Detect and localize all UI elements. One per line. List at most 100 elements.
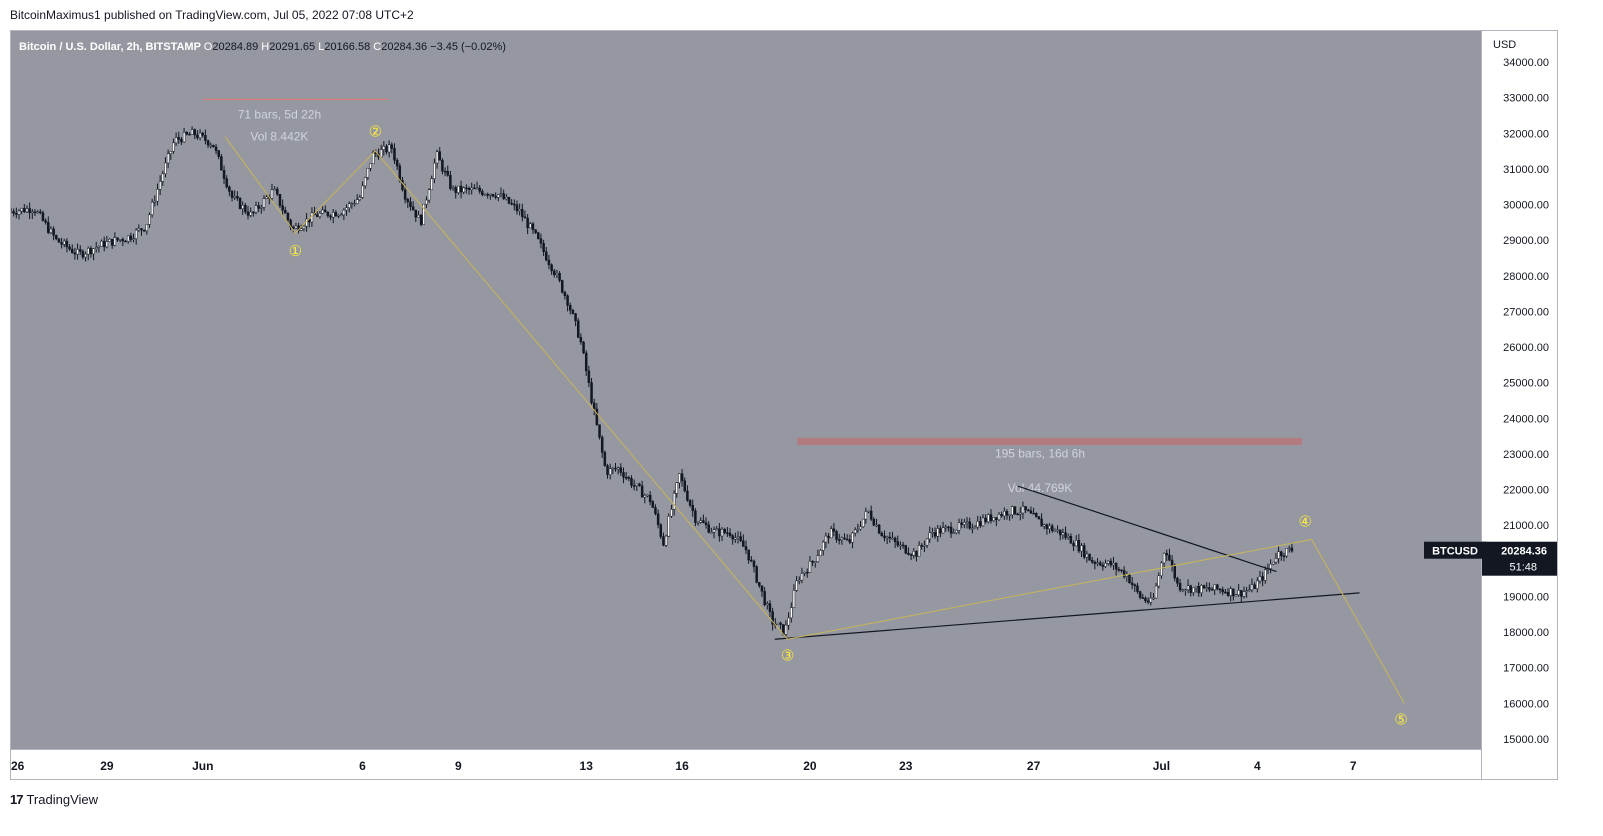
candle-body <box>1040 518 1043 527</box>
candle-body <box>859 526 862 530</box>
tradingview-branding[interactable]: 17 TradingView <box>10 792 98 807</box>
candle-body <box>739 536 742 542</box>
candle-body <box>284 209 287 214</box>
candle-body <box>1232 588 1235 597</box>
candle-body <box>1058 529 1062 536</box>
time-tick-label: 6 <box>359 759 366 773</box>
candle-body <box>558 273 561 281</box>
candle-body <box>561 280 564 293</box>
candle-body <box>1160 562 1163 576</box>
candle-body <box>680 473 684 482</box>
candle-body <box>353 203 356 205</box>
candle-body <box>385 145 388 153</box>
candle-body <box>606 465 609 475</box>
candle-body <box>86 247 90 255</box>
candle-body <box>249 211 252 216</box>
candle-body <box>406 199 410 203</box>
candle-body <box>47 222 50 233</box>
candle-body <box>1088 553 1091 561</box>
candle-body <box>960 522 963 525</box>
candle-body <box>949 526 953 534</box>
candle-body <box>678 473 681 484</box>
candle-body <box>246 211 250 216</box>
symbol-tag-bg <box>1424 541 1486 559</box>
price-tick-label: 18000.00 <box>1503 627 1549 639</box>
ohlc-key-l: L <box>318 41 324 53</box>
candle-body <box>172 142 175 152</box>
candle-body <box>1082 545 1086 558</box>
candle-body <box>273 188 276 191</box>
candle-body <box>933 532 937 537</box>
resistance-zone <box>797 437 1303 446</box>
candle-body <box>1250 584 1254 591</box>
candle-body <box>182 132 186 143</box>
chart-frame[interactable]: USD 34000.00 33000.00 32000.00 31000.00 30000… <box>10 30 1558 780</box>
price-tick-label: 19000.00 <box>1503 591 1549 603</box>
candle-body <box>57 238 61 243</box>
candle-body <box>1053 530 1057 532</box>
price-tick-label: 29000.00 <box>1503 235 1549 247</box>
candle-body <box>443 170 447 173</box>
candle-body <box>1074 540 1078 547</box>
candle-body <box>662 536 665 546</box>
candle-body <box>798 579 801 582</box>
candle-body <box>1258 576 1262 582</box>
candle-body <box>457 185 460 193</box>
candle-body <box>113 237 117 246</box>
candle-body <box>869 510 873 520</box>
candle-body <box>230 191 234 198</box>
wave-label: ⑤ <box>1394 711 1407 728</box>
ohlc-key-o: O <box>204 41 213 53</box>
measure-volume-label: Vol 44.769K <box>1008 481 1073 495</box>
candle-body <box>712 529 716 533</box>
candle-body <box>1234 594 1238 597</box>
candle-body <box>529 223 532 229</box>
candle-body <box>350 203 354 205</box>
candle-body <box>478 187 481 192</box>
price-tick-label: 27000.00 <box>1503 306 1549 318</box>
candle-body <box>672 493 676 510</box>
candle-body <box>1285 548 1288 557</box>
candle-body <box>827 535 830 539</box>
candle-body <box>891 537 894 540</box>
price-chart[interactable]: USD 34000.00 33000.00 32000.00 31000.00 30000… <box>11 31 1557 779</box>
candle-body <box>174 137 178 144</box>
candle-body <box>137 228 141 231</box>
candle-body <box>366 168 370 178</box>
candle-body <box>726 532 729 534</box>
candle-body <box>414 209 418 218</box>
ohlc-change: −3.45 (−0.02%) <box>430 41 506 53</box>
candle-body <box>790 607 793 619</box>
candle-body <box>222 170 226 179</box>
candle-body <box>150 201 154 216</box>
candle-body <box>837 539 841 541</box>
candle-body <box>454 187 457 193</box>
candle-body <box>763 591 766 606</box>
candle-body <box>1240 590 1243 597</box>
candle-body <box>28 208 31 214</box>
price-tick-label: 34000.00 <box>1503 57 1549 69</box>
candle-body <box>707 524 710 533</box>
candle-body <box>531 223 535 231</box>
candle-body <box>984 517 987 522</box>
candle-body <box>936 528 939 537</box>
candle-body <box>795 580 798 591</box>
candle-body <box>941 527 945 534</box>
candle-body <box>1019 512 1022 515</box>
candle-body <box>576 320 580 338</box>
price-tick-label: 22000.00 <box>1503 485 1549 497</box>
candle-body <box>502 193 505 200</box>
candle-body <box>1141 597 1145 599</box>
candle-body <box>1035 513 1038 517</box>
candle-body <box>1112 562 1115 566</box>
candle-body <box>813 561 817 563</box>
candle-body <box>539 238 543 244</box>
candle-body <box>987 514 990 522</box>
candle-body <box>747 549 750 561</box>
candle-body <box>595 408 599 425</box>
candle-body <box>446 171 449 176</box>
candle-body <box>254 205 258 213</box>
candle-body <box>579 337 583 343</box>
candle-body <box>1248 589 1251 592</box>
candle-body <box>212 144 215 148</box>
